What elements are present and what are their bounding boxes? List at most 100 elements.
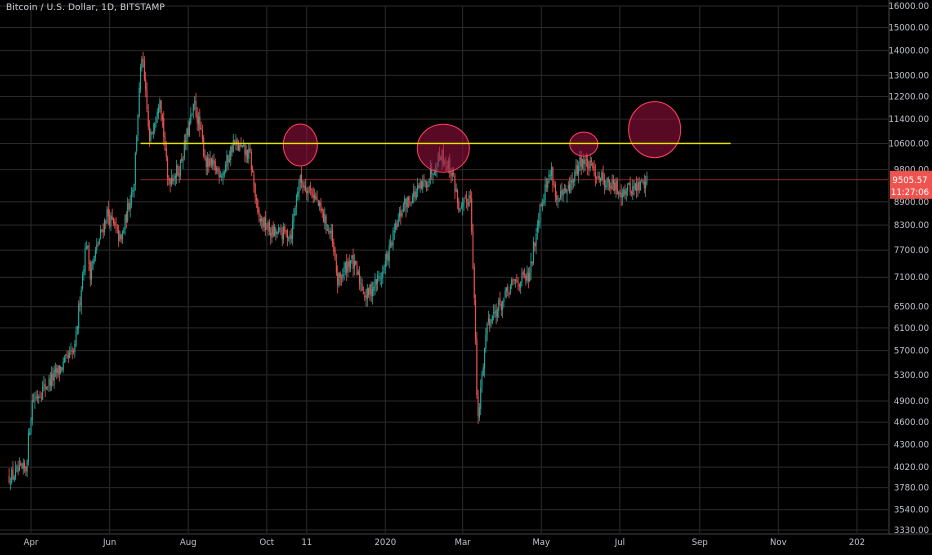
candle-body [209,158,211,167]
candle-body [79,302,81,305]
candle-body [215,167,218,172]
candle-body [418,185,420,188]
candle-body [319,201,321,207]
candle-body [289,234,291,239]
candle-body [221,176,223,178]
candle-body [587,159,589,169]
candle-body [544,184,546,201]
candle-body [632,186,634,195]
candle-body [152,131,154,134]
candle-body [529,272,531,282]
candle-body [424,181,426,182]
candle-body [285,230,287,231]
candle-body [569,183,571,192]
candle-body [150,131,152,141]
candle-body [154,123,156,132]
candle-body [240,143,242,147]
highlight-circle[interactable] [416,123,470,173]
candle-body [141,59,143,68]
candle-body [389,241,392,246]
candle-body [557,199,559,202]
candle-body [627,185,629,191]
candle-body [583,159,585,165]
candle-body [521,273,523,283]
candle-body [428,179,430,183]
candle-body [228,158,230,162]
candle-body [231,146,233,153]
candle-body [187,127,189,136]
y-tick-label: 5300.00 [894,371,929,381]
candle-body [629,182,631,193]
candle-body [580,157,582,168]
candle-body [409,201,411,204]
candle-body [633,186,635,189]
y-tick-label: 3780.00 [894,484,929,494]
candle-body [340,277,343,279]
candle-body [471,198,473,232]
candle-body [47,386,49,388]
candle-body [100,229,102,239]
candle-body [26,460,28,472]
candle-body [255,197,258,201]
candle-body [160,100,162,114]
grid-layer [0,5,888,533]
candle-body [133,184,135,192]
candle-body [280,228,282,233]
candle-body [511,279,513,286]
candle-body [48,377,50,386]
candle-body [98,238,100,245]
y-tick-label: 14000.00 [888,47,929,57]
candle-body [14,468,17,479]
candle-body [38,396,40,399]
candle-body [474,299,477,340]
candle-body [502,301,504,310]
candle-body [377,275,379,284]
candle-body [268,222,270,232]
candle-body [266,229,268,230]
y-tick-label: 4020.00 [894,463,929,473]
candle-body [380,278,383,279]
y-tick-label: 4600.00 [894,418,929,428]
candle-body [585,159,587,161]
candle-body [304,185,307,191]
candle-body [214,161,216,171]
highlight-circle[interactable] [628,101,682,159]
candle-body [517,281,519,284]
candle-body [467,202,469,205]
candle-body [11,469,13,483]
candle-body [634,183,636,190]
candle-body [572,180,575,183]
candle-body [61,367,63,370]
candle-body [612,180,614,184]
candle-body [22,462,24,469]
candle-body [121,233,124,239]
candle-body [250,151,252,170]
candle-body [495,309,497,318]
candle-body [588,166,590,170]
candle-body [527,273,529,282]
candle-body [51,373,53,387]
x-tick-label: 2020 [375,538,397,548]
y-tick-label: 3540.00 [894,506,929,516]
candle-body [579,157,581,166]
highlight-circle[interactable] [282,123,318,167]
candle-body [230,146,232,160]
candle-body [346,261,348,273]
candle-body [139,66,142,90]
candle-body [459,208,461,212]
candle-body [514,279,517,282]
candle-body [584,159,586,165]
candle-body [333,242,335,252]
candle-body [279,227,281,229]
candle-body [49,379,51,386]
candle-body [311,189,313,195]
candle-body [190,114,192,123]
candle-body [477,395,479,416]
candle-body [338,272,340,286]
y-tick-label: 15000.00 [888,24,929,34]
candle-body [330,230,332,234]
candle-body [472,230,474,268]
candle-body [177,165,179,175]
